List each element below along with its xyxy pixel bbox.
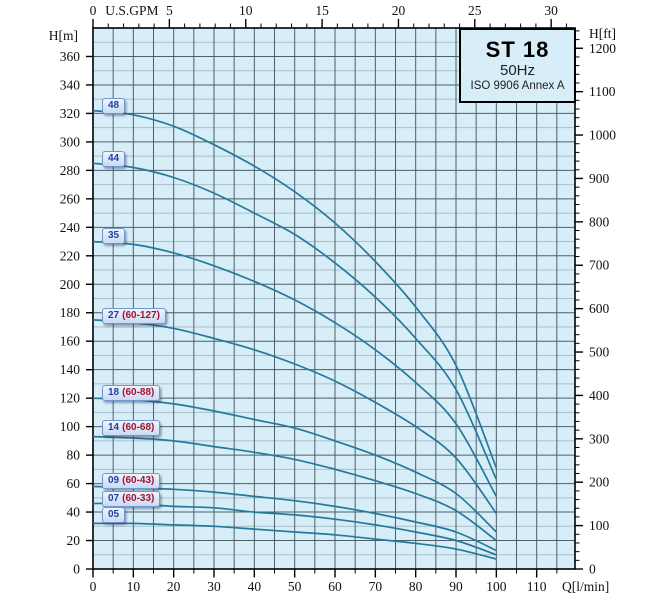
curve-35 <box>92 240 498 497</box>
tick-label-bottom: 0 <box>90 579 97 594</box>
tick-label-bottom: 80 <box>409 579 423 594</box>
tick-label-left: 220 <box>60 248 81 263</box>
tick-label-left: 340 <box>60 77 81 92</box>
tick-label-top: 25 <box>468 3 482 18</box>
curve-label-27: 27 (60-127) <box>102 307 166 324</box>
tick-label-top: 30 <box>544 3 558 18</box>
curve-range: (60-68) <box>122 422 155 434</box>
tick-label-top: 10 <box>239 3 253 18</box>
curve-05 <box>92 522 497 560</box>
curve-48 <box>92 109 498 469</box>
tick-label-top: 5 <box>166 3 173 18</box>
curve-stage-number: 07 <box>108 492 120 504</box>
tick-label-left: 80 <box>67 448 81 463</box>
curve-label-48: 48 <box>102 98 126 115</box>
axis-title-hft: H[ft] <box>589 26 616 41</box>
curve-label-07: 07 (60-33) <box>102 490 161 507</box>
tick-label-right: 400 <box>589 388 610 403</box>
tick-label-right: 900 <box>589 171 610 186</box>
tick-label-right: 600 <box>589 301 610 316</box>
title-box: ST 18 50Hz ISO 9906 Annex A <box>459 28 576 103</box>
standard: ISO 9906 Annex A <box>470 79 565 92</box>
tick-label-left: 160 <box>60 334 81 349</box>
model-name: ST 18 <box>485 36 550 62</box>
tick-label-bottom: 100 <box>486 579 507 594</box>
tick-label-right: 1200 <box>589 41 616 56</box>
tick-label-left: 280 <box>60 163 81 178</box>
curve-stage-number: 14 <box>108 422 120 434</box>
tick-label-right: 1000 <box>589 128 616 143</box>
tick-label-bottom: 70 <box>369 579 383 594</box>
curve-09 <box>92 485 497 552</box>
curve-stage-number: 44 <box>108 153 120 164</box>
curve-label-05: 05 <box>102 506 126 523</box>
tick-label-right: 100 <box>589 518 610 533</box>
tick-label-bottom: 10 <box>127 579 141 594</box>
tick-label-left: 360 <box>60 49 81 64</box>
curve-stage-number: 48 <box>108 100 120 112</box>
plot-border <box>92 27 576 570</box>
tick-label-left: 180 <box>60 305 81 320</box>
curve-44 <box>92 162 498 480</box>
tick-label-left: 320 <box>60 106 81 121</box>
tick-label-left: 260 <box>60 191 81 206</box>
tick-label-left: 60 <box>67 476 81 491</box>
tick-label-right: 0 <box>589 562 596 577</box>
tick-label-left: 240 <box>60 220 81 235</box>
tick-label-bottom: 60 <box>328 579 342 594</box>
tick-label-right: 1100 <box>589 84 616 99</box>
tick-label-left: 300 <box>60 134 81 149</box>
tick-label-bottom: 20 <box>167 579 181 594</box>
tick-label-left: 200 <box>60 277 81 292</box>
curve-27 <box>92 319 497 514</box>
curve-stage-number: 09 <box>108 474 120 486</box>
tick-label-bottom: 90 <box>449 579 463 594</box>
curve-07 <box>92 502 497 556</box>
frequency: 50Hz <box>499 61 536 79</box>
tick-label-left: 40 <box>67 505 81 520</box>
tick-label-bottom: 40 <box>248 579 262 594</box>
tick-label-left: 100 <box>60 419 81 434</box>
axis-title-gpm: U.S.GPM <box>105 3 158 18</box>
curve-range: (60-33) <box>122 492 155 504</box>
curve-label-09: 09 (60-43) <box>102 472 161 489</box>
curve-stage-number: 35 <box>108 229 120 241</box>
tick-label-top: 20 <box>392 3 406 18</box>
curve-range: (60-88) <box>122 386 155 398</box>
curve-label-18: 18 (60-88) <box>102 384 161 401</box>
curve-label-14: 14 (60-68) <box>102 420 161 437</box>
curve-stage-number: 18 <box>108 386 120 398</box>
tick-label-left: 20 <box>67 533 81 548</box>
curve-label-35: 35 <box>102 227 126 244</box>
tick-label-right: 800 <box>589 214 610 229</box>
axis-title-q: Q[l/min] <box>562 579 609 594</box>
axis-title-hm: H[m] <box>49 28 78 43</box>
tick-label-left: 120 <box>60 391 81 406</box>
curve-14 <box>92 435 497 542</box>
curve-range: (60-43) <box>122 474 155 486</box>
tick-label-right: 500 <box>589 345 610 360</box>
tick-label-right: 200 <box>589 475 610 490</box>
curve-range: (60-127) <box>122 309 160 321</box>
curve-stage-number: 05 <box>108 508 120 520</box>
tick-label-bottom: 50 <box>288 579 302 594</box>
tick-label-left: 0 <box>73 562 80 577</box>
tick-label-bottom: 30 <box>207 579 221 594</box>
curve-stage-number: 27 <box>108 309 120 321</box>
tick-label-top: 15 <box>315 3 329 18</box>
tick-label-right: 300 <box>589 431 610 446</box>
tick-label-left: 140 <box>60 362 81 377</box>
tick-label-top: 0 <box>90 3 97 18</box>
tick-label-bottom: 110 <box>527 579 547 594</box>
tick-label-right: 700 <box>589 258 610 273</box>
curve-label-44: 44 <box>102 151 126 167</box>
curve-18 <box>92 397 497 533</box>
